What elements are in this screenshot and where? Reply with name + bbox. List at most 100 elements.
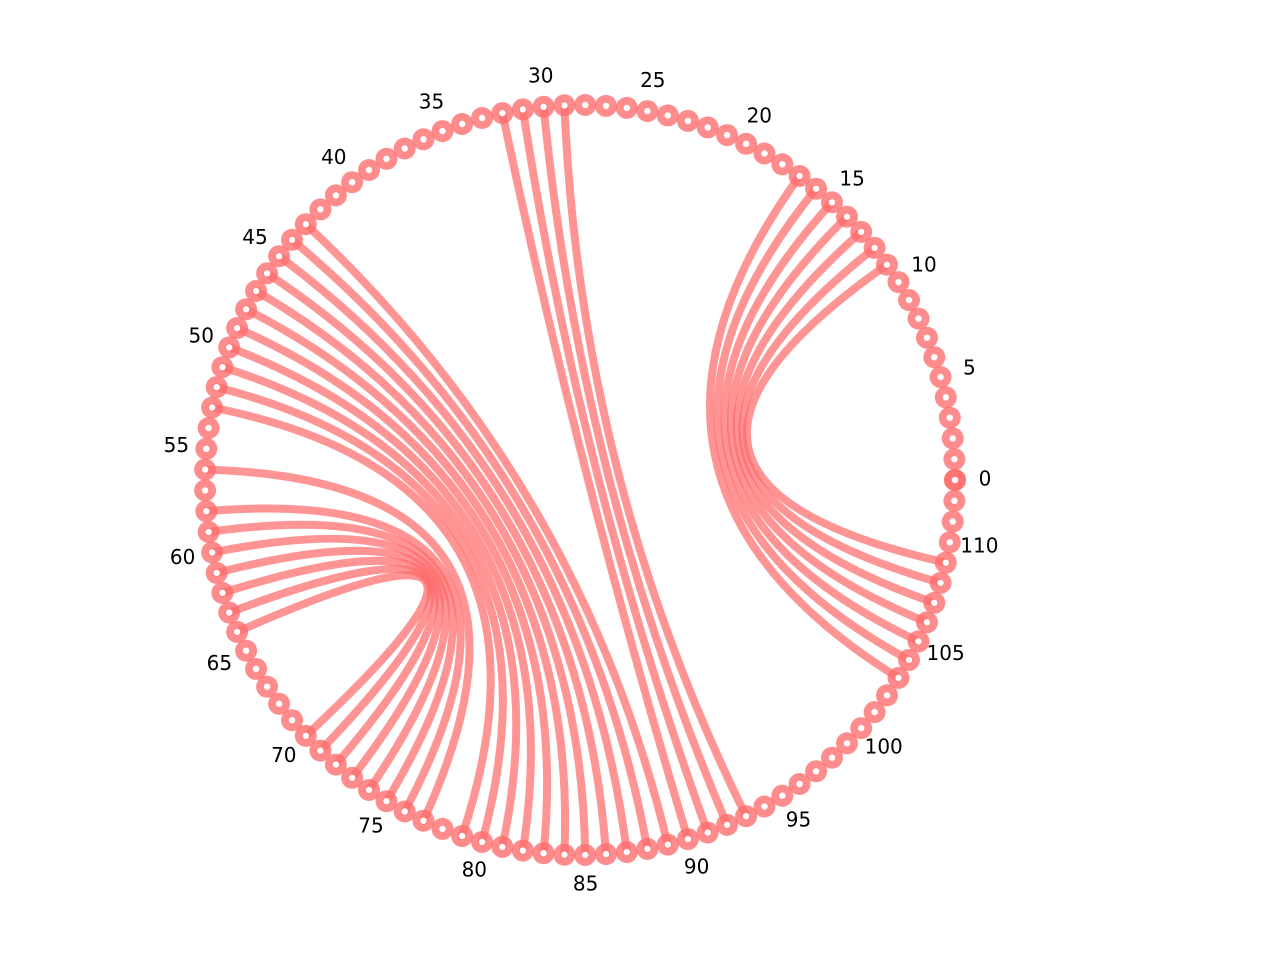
- node-97: [805, 760, 828, 783]
- node-43-center: [302, 221, 309, 228]
- node-66-center: [252, 665, 260, 673]
- edge-56-77: [201, 465, 474, 825]
- node-35-center: [439, 127, 446, 135]
- node-40: [341, 171, 364, 194]
- node-99-center: [843, 740, 851, 747]
- node-21-center: [723, 131, 731, 139]
- node-113-center: [951, 476, 959, 484]
- node-71-center: [317, 747, 324, 754]
- node-40-center: [348, 179, 356, 186]
- node-26-center: [623, 104, 630, 112]
- node-112-center: [951, 497, 958, 504]
- node-26: [615, 96, 638, 119]
- node-71: [309, 739, 332, 762]
- node-25-center: [644, 107, 651, 115]
- node-79: [451, 825, 474, 847]
- node-101-center: [871, 708, 878, 716]
- node-100: [850, 717, 873, 740]
- node-65: [235, 639, 258, 662]
- node-38: [375, 147, 398, 170]
- node-7-center: [923, 334, 931, 341]
- tick-label-75: 75: [358, 813, 383, 837]
- node-70: [294, 724, 317, 747]
- node-52: [205, 376, 228, 399]
- node-111-center: [949, 518, 956, 525]
- node-10: [887, 271, 910, 294]
- tick-label-100: 100: [865, 734, 903, 758]
- node-108-center: [937, 579, 944, 587]
- node-61: [205, 561, 228, 584]
- edge-43-89: [301, 220, 672, 849]
- node-39-center: [365, 166, 373, 174]
- node-27: [595, 94, 617, 117]
- node-37: [393, 137, 416, 160]
- node-3-center: [946, 414, 953, 421]
- node-11: [876, 253, 898, 276]
- edge-16-104: [713, 184, 913, 664]
- node-50: [218, 336, 241, 359]
- node-110: [938, 531, 961, 554]
- edge-15-105: [720, 198, 923, 646]
- node-47-center: [252, 287, 260, 295]
- node-87: [615, 841, 638, 864]
- node-104-center: [905, 656, 913, 664]
- node-12: [863, 236, 886, 259]
- node-88: [636, 837, 659, 860]
- node-111: [941, 510, 964, 533]
- node-53: [201, 396, 224, 419]
- node-7: [916, 326, 938, 349]
- edge-46-86: [263, 269, 610, 859]
- node-108: [929, 571, 952, 594]
- node-77: [412, 809, 435, 832]
- node-20-center: [742, 140, 750, 147]
- edge-52-80: [212, 383, 507, 846]
- edges-layer: [201, 101, 950, 859]
- node-107: [923, 591, 946, 614]
- edge-30-92: [539, 102, 732, 829]
- node-58: [195, 500, 218, 523]
- node-22: [696, 116, 719, 139]
- node-83-center: [540, 850, 547, 857]
- node-57-center: [201, 487, 209, 494]
- node-49: [226, 317, 249, 340]
- node-49-center: [233, 324, 241, 332]
- node-89: [656, 833, 679, 856]
- node-94: [753, 795, 776, 818]
- edge-48-84: [242, 305, 570, 859]
- node-44-center: [288, 236, 296, 243]
- nodes-layer: [194, 94, 966, 866]
- edge-45-87: [275, 252, 631, 857]
- node-95-center: [779, 792, 786, 799]
- node-42: [309, 198, 332, 221]
- node-103-center: [895, 674, 902, 682]
- node-95: [771, 784, 794, 807]
- node-48: [235, 298, 258, 321]
- edge-64-70: [233, 571, 432, 740]
- node-78: [431, 817, 454, 840]
- node-84-center: [561, 851, 568, 858]
- node-2-center: [949, 435, 956, 442]
- node-106: [916, 611, 938, 634]
- node-81-center: [499, 843, 506, 851]
- node-109: [934, 551, 957, 574]
- node-85-center: [582, 851, 589, 859]
- node-58-center: [203, 508, 210, 515]
- node-19: [753, 142, 776, 165]
- edge-49-83: [233, 324, 552, 858]
- node-96-center: [796, 780, 803, 788]
- node-75: [375, 790, 398, 813]
- node-16-center: [812, 185, 820, 192]
- node-51: [211, 356, 234, 379]
- tick-label-30: 30: [528, 63, 553, 87]
- node-62: [211, 581, 234, 604]
- node-23: [676, 109, 699, 132]
- node-105: [907, 630, 930, 653]
- node-103: [887, 666, 910, 689]
- tick-label-95: 95: [786, 808, 811, 832]
- node-62-center: [219, 589, 226, 597]
- edge-51-81: [218, 363, 521, 851]
- node-44: [281, 228, 303, 251]
- node-20: [735, 132, 758, 155]
- node-68: [268, 692, 291, 715]
